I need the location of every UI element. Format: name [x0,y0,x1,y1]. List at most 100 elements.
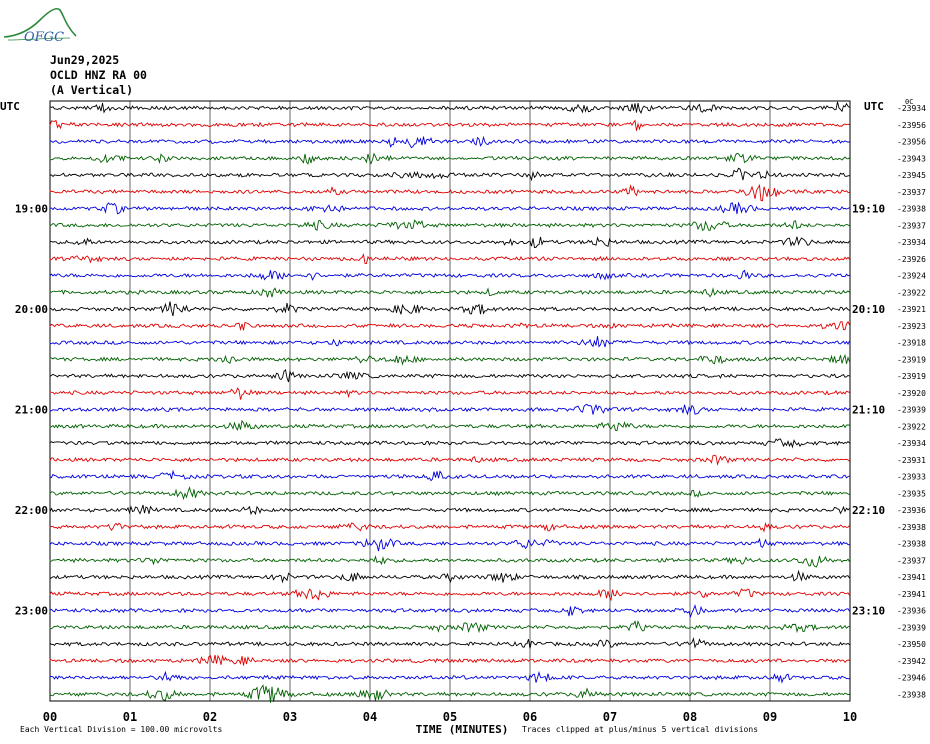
trace-offset-label: -23926 [897,255,926,264]
x-tick-label: 00 [43,710,57,724]
trace-offset-label: -23941 [897,573,926,582]
trace-offset-label: -23935 [897,489,926,498]
trace-offset-label: -23933 [897,473,926,482]
seismic-trace [49,569,850,584]
seismic-trace [49,320,850,332]
trace-offset-label: -23956 [897,121,926,130]
trace-offset-label: -23956 [897,138,926,147]
x-tick-label: 10 [843,710,857,724]
left-hour-label: 21:00 [15,404,48,417]
x-tick-label: 03 [283,710,297,724]
clip-note: Traces clipped at plus/minus 5 vertical … [522,725,759,734]
right-hour-label: 20:10 [852,303,885,316]
trace-offset-label: -23945 [897,171,926,180]
trace-offset-label: -23938 [897,690,926,699]
seismic-trace [49,101,850,114]
seismic-trace [49,167,850,182]
trace-offset-label: -23919 [897,355,926,364]
left-hour-label: 22:00 [15,504,48,517]
left-hour-label: 20:00 [15,303,48,316]
chart-date: Jun29,2025 [50,53,120,67]
trace-offset-label: -23919 [897,372,926,381]
right-hour-label: 22:10 [852,504,885,517]
trace-offset-label: -23931 [897,456,926,465]
seismic-trace [49,353,850,366]
x-tick-label: 01 [123,710,137,724]
x-tick-label: 05 [443,710,457,724]
trace-offset-label: -23950 [897,640,926,649]
seismic-trace [49,454,850,467]
seismic-trace [49,588,850,602]
left-hour-label: 19:00 [15,203,48,216]
trace-offset-label: -23934 [897,439,926,448]
seismic-trace [49,152,850,165]
seismic-trace [49,486,850,501]
seismic-trace [49,469,850,482]
seismic-trace [49,236,850,249]
seismic-trace [49,135,850,149]
seismic-trace [49,369,850,383]
trace-offset-label: -23937 [897,188,926,197]
axis-labels: 00 01 02 03 04 05 06 07 08 09 10 TIME (MINUTES) -239… [0,98,926,736]
seismic-trace [49,253,850,265]
trace-offset-label: -23920 [897,389,926,398]
seismic-trace [49,301,850,317]
x-tick-label: 09 [763,710,777,724]
seismic-trace [49,403,850,416]
trace-offset-label: -23937 [897,221,926,230]
trace-offset-label: -23922 [897,288,926,297]
ofgc-logo: OFGC [3,7,77,45]
seismic-trace [49,438,850,449]
seismic-trace [49,183,850,202]
trace-offset-label: -23946 [897,674,926,683]
logo-text: OFGC [24,30,64,45]
seismic-trace [49,620,850,634]
seismic-trace [49,555,850,568]
trace-offset-label: -23942 [897,657,926,666]
seismic-trace [49,219,850,231]
scale-note: Each Vertical Division = 100.00 microvol… [20,725,223,734]
trace-offset-label: -23938 [897,523,926,532]
trace-offset-label: -23923 [897,322,926,331]
seismic-trace [49,504,850,516]
right-hour-label: 19:10 [852,203,885,216]
trace-offset-label: -23918 [897,339,926,348]
seismic-trace [49,537,850,552]
seismic-trace [49,684,850,703]
x-tick-label: 07 [603,710,617,724]
trace-offset-label: -23934 [897,104,926,113]
trace-offset-label: -23939 [897,406,926,415]
x-tick-label: 04 [363,710,377,724]
trace-offset-label: -23921 [897,305,926,314]
seismic-trace [49,387,850,400]
seismic-trace [49,521,850,533]
seismic-trace [49,654,850,666]
right-hour-label: 21:10 [852,404,885,417]
seismic-trace [49,637,850,649]
seismic-trace [49,336,850,348]
left-hour-label: 23:00 [15,605,48,618]
x-tick-label: 06 [523,710,537,724]
trace-offset-label: -23937 [897,556,926,565]
right-hour-label: 23:10 [852,605,885,618]
logo-swoosh [3,7,77,38]
seismic-trace [49,119,850,131]
seismic-traces [49,101,850,703]
right-utc-label: UTC [864,100,884,113]
trace-offset-label: -23936 [897,607,926,616]
trace-offset-label: -23939 [897,623,926,632]
left-utc-label: UTC [0,100,20,113]
seismic-trace [49,670,850,684]
seismic-trace [49,269,850,281]
seismic-trace [49,201,850,215]
trace-offset-label: -23938 [897,540,926,549]
time-grid [49,100,851,702]
seismic-trace [49,604,850,619]
trace-offset-label: -23943 [897,154,926,163]
seismic-trace [49,287,850,298]
trace-offset-label: -23934 [897,238,926,247]
trace-offset-label: -23941 [897,590,926,599]
station-name: OCLD HNZ RA 00 [50,68,147,82]
x-tick-label: 08 [683,710,697,724]
